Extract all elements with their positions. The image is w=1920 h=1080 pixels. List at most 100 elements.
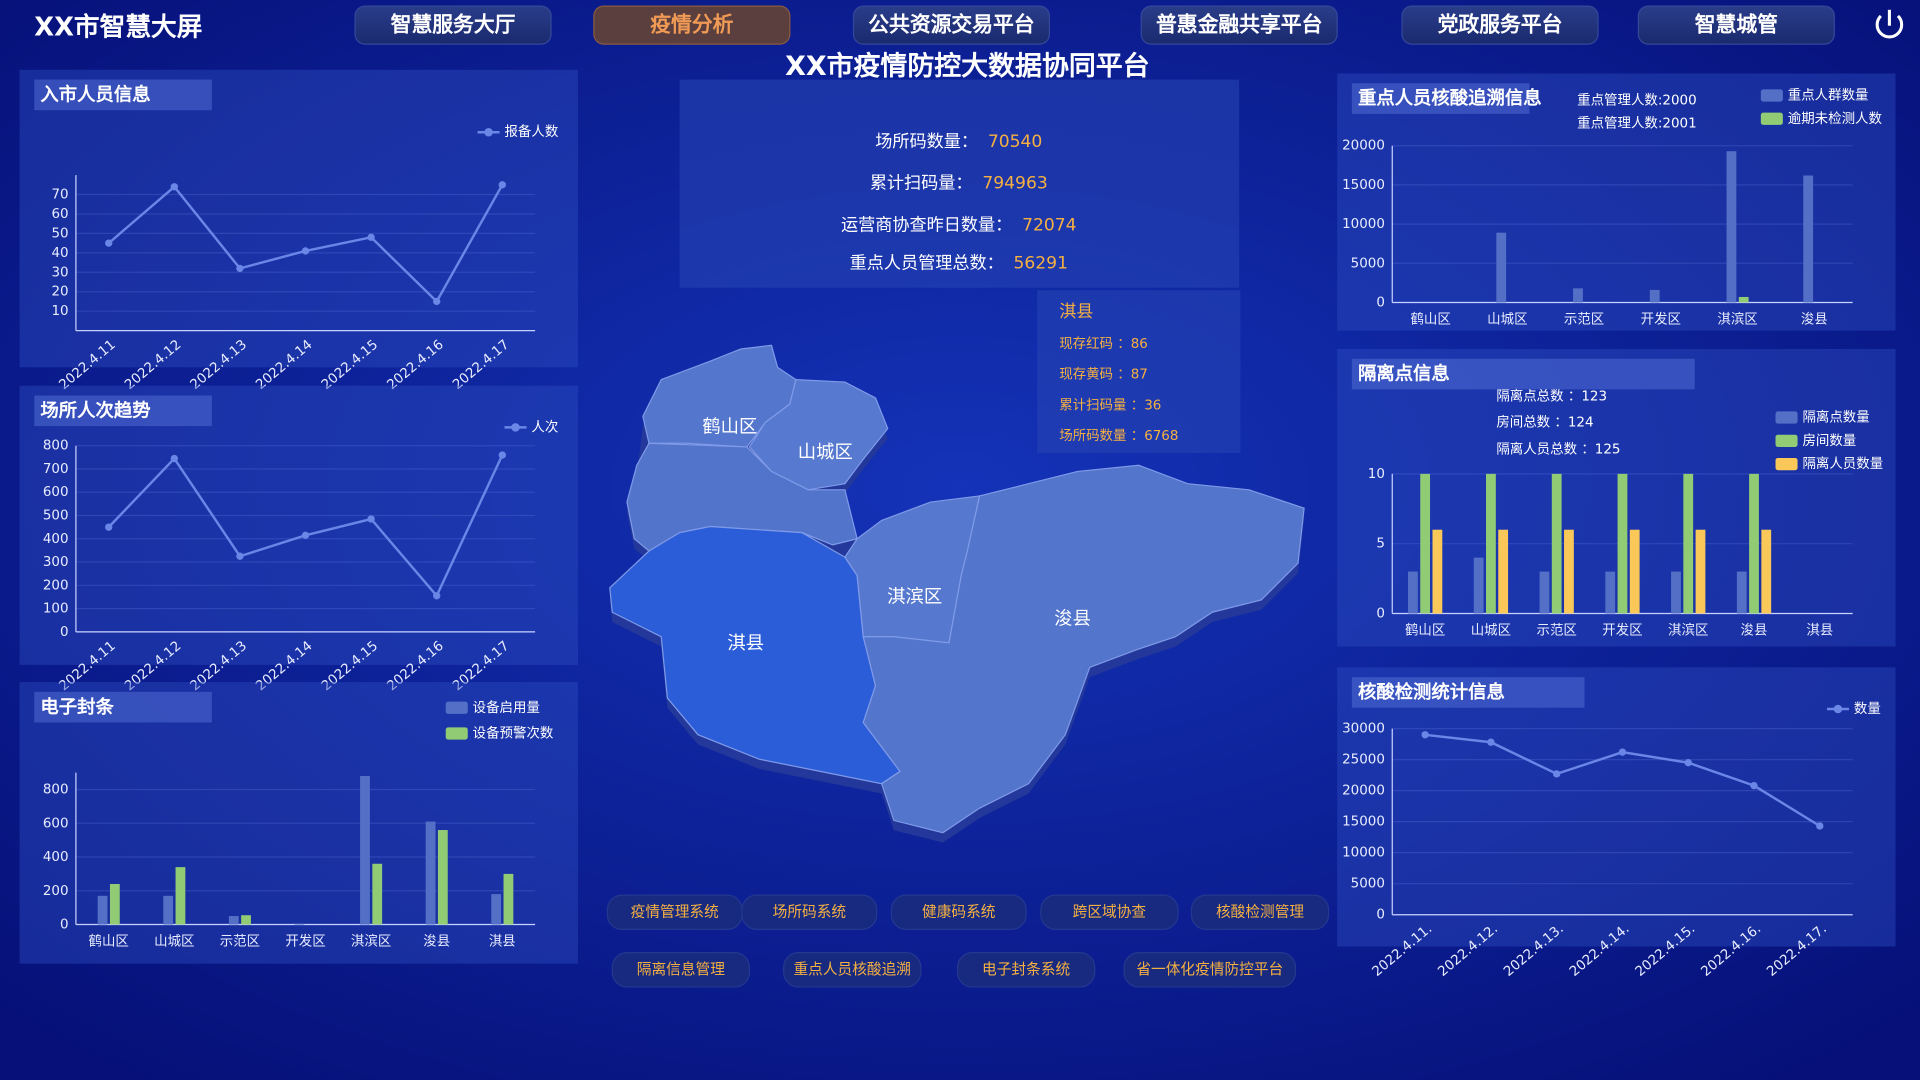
chart-title: 重点人员核酸追溯信息 xyxy=(1358,87,1542,109)
nav-button xyxy=(1637,5,1835,45)
panel-title-bg xyxy=(34,79,212,111)
nav-item[interactable]: 党政服务平台 xyxy=(1401,5,1599,45)
line-point xyxy=(236,552,244,560)
popup-value: 86 xyxy=(1131,337,1148,352)
line-point xyxy=(1487,738,1495,746)
nav-label: 疫情分析 xyxy=(650,13,733,37)
x-tick-label: 浚县 xyxy=(1801,312,1828,328)
bar xyxy=(1432,529,1443,614)
button-label: 电子封条系统 xyxy=(982,961,1070,978)
y-tick-label: 0 xyxy=(1376,295,1385,310)
system-button[interactable]: 省一体化疫情防控平台 xyxy=(1123,952,1297,988)
y-tick-label: 600 xyxy=(43,485,69,500)
button-bg xyxy=(1123,952,1297,988)
map-label: 山城区 xyxy=(798,442,853,463)
legend-label: 重点人群数量 xyxy=(1788,88,1869,104)
center-title: XX市疫情防控大数据协同平台 xyxy=(785,50,1150,82)
line-point xyxy=(1618,748,1627,756)
y-tick-label: 0 xyxy=(1376,908,1385,923)
legend-label: 隔离点数量 xyxy=(1802,409,1869,426)
map-label: 浚县 xyxy=(1054,609,1091,630)
x-tick-label: 鹤山区 xyxy=(89,934,129,950)
power-button[interactable] xyxy=(1875,9,1904,39)
system-button[interactable]: 跨区域协查 xyxy=(1040,894,1179,931)
button-label: 核酸检测管理 xyxy=(1216,903,1304,920)
nav-button xyxy=(354,5,552,45)
chart-panel: 核酸检测统计信息05000100001500020000250003000020… xyxy=(1337,667,1896,980)
chart-panel: 电子封条 0 200 400 600 800 鹤山区 山城区 示范区 开发区 淇滨区 浚县 淇县 设备启用… xyxy=(19,682,578,964)
line-point xyxy=(367,515,375,523)
legend-label: 数量 xyxy=(1854,701,1881,717)
nav-label: 党政服务平台 xyxy=(1438,13,1563,37)
nav-item[interactable]: 普惠金融共享平台 xyxy=(1140,5,1338,45)
system-button[interactable]: 重点人员核酸追溯 xyxy=(783,952,922,988)
legend-symbol xyxy=(1760,112,1783,125)
stat-line: 运营商协查昨日数量： 72074 xyxy=(841,215,1077,235)
stat-value: 794963 xyxy=(982,174,1047,194)
y-tick-label: 200 xyxy=(43,884,69,899)
x-tick-label: 鹤山区 xyxy=(1410,312,1450,328)
bar xyxy=(1486,473,1496,614)
x-tick-label: 浚县 xyxy=(1741,623,1768,639)
bar xyxy=(372,863,383,925)
bar xyxy=(437,830,448,925)
panel-bg xyxy=(19,69,578,368)
line-point xyxy=(1750,781,1758,790)
y-tick-label: 10000 xyxy=(1342,846,1385,861)
bar xyxy=(1605,571,1616,614)
nav-button xyxy=(852,5,1051,45)
system-button[interactable]: 场所码系统 xyxy=(741,894,878,931)
system-button[interactable]: 核酸检测管理 xyxy=(1190,894,1330,931)
stat-label: 重点人员管理总数： xyxy=(850,253,1004,273)
x-tick-label: 淇滨区 xyxy=(351,934,391,950)
popup-value: 36 xyxy=(1144,398,1161,413)
bar xyxy=(1738,296,1749,303)
line-point xyxy=(105,239,113,247)
bar xyxy=(228,916,239,925)
system-button[interactable]: 电子封条系统 xyxy=(956,952,1096,988)
system-button[interactable]: 疫情管理系统 xyxy=(606,894,743,931)
map-label: 淇滨区 xyxy=(887,587,942,608)
x-tick-label: 山城区 xyxy=(154,934,194,950)
legend-symbol xyxy=(1775,434,1798,447)
map-region[interactable] xyxy=(748,378,889,491)
y-tick-label: 100 xyxy=(43,602,69,617)
chart-note: 房间总数 ：124 xyxy=(1496,414,1593,430)
bar xyxy=(1498,529,1509,614)
stat-label: 累计扫码量： xyxy=(870,174,973,194)
bar xyxy=(1539,571,1550,614)
bar xyxy=(491,894,502,925)
y-tick-label: 0 xyxy=(1376,606,1385,621)
nav-item[interactable]: 公共资源交易平台 xyxy=(852,5,1051,45)
button-label: 隔离信息管理 xyxy=(637,961,725,978)
map-region[interactable] xyxy=(862,464,1305,834)
x-tick-label: 开发区 xyxy=(285,934,325,950)
page-title: XX市智慧大屏 xyxy=(34,12,202,43)
bar xyxy=(163,895,174,925)
bar xyxy=(1683,473,1694,614)
system-button[interactable]: 健康码系统 xyxy=(890,894,1027,931)
y-tick-label: 800 xyxy=(43,439,69,454)
system-button[interactable]: 隔离信息管理 xyxy=(611,952,751,988)
map-label: 淇县 xyxy=(727,633,764,654)
line-point xyxy=(1816,822,1824,830)
bar xyxy=(503,873,514,925)
nav-item[interactable]: 智慧服务大厅 xyxy=(354,5,552,45)
y-tick-label: 0 xyxy=(60,917,69,932)
chart-note: 隔离人员总数 ：125 xyxy=(1496,440,1620,457)
nav-label: 智慧城管 xyxy=(1695,13,1778,37)
nav-item[interactable]: 疫情分析 xyxy=(593,5,791,45)
bar xyxy=(97,895,108,925)
line-point xyxy=(1684,759,1692,767)
button-bg xyxy=(741,894,878,931)
chart-title: 入市人员信息 xyxy=(40,84,150,106)
nav-item[interactable]: 智慧城管 xyxy=(1637,5,1835,45)
popup-box xyxy=(1037,290,1241,454)
chart-title: 隔离点信息 xyxy=(1358,363,1450,385)
x-tick-label: 淇县 xyxy=(489,934,516,950)
nav-button xyxy=(1401,5,1599,45)
popup-line: 现存黄码 ：87 xyxy=(1059,367,1148,383)
x-tick-label: 山城区 xyxy=(1487,312,1527,328)
legend-label: 设备预警次数 xyxy=(473,724,554,741)
